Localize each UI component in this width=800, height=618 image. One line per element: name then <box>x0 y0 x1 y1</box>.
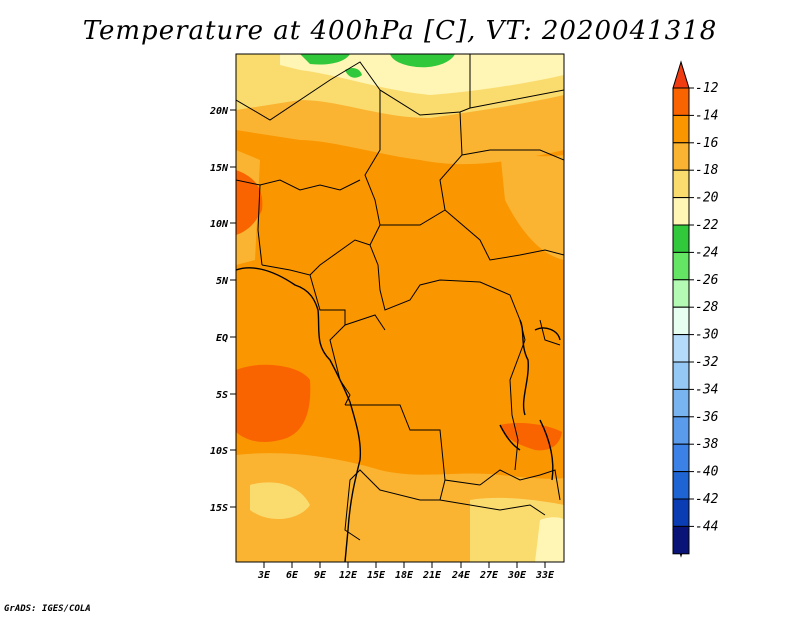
lat-label-eq: EQ <box>216 333 228 344</box>
colorbar-label: -24 <box>695 245 718 260</box>
colorbar-label: -14 <box>695 108 718 123</box>
colorbar-swatch <box>672 224 690 253</box>
lon-label-27e: 27E <box>479 570 499 581</box>
lon-label-12e: 12E <box>339 570 358 581</box>
colorbar-swatch <box>672 169 690 199</box>
colorbar-label: -40 <box>695 465 719 480</box>
colorbar-label: -22 <box>695 218 719 233</box>
lon-label-9e: 9E <box>314 570 327 581</box>
lat-label-15s: 15S <box>210 503 228 514</box>
lon-label-30e: 30E <box>507 570 527 581</box>
colorbar-swatch <box>672 142 690 171</box>
colorbar-top-arrow <box>672 60 690 89</box>
colorbar-swatch <box>672 279 690 308</box>
lat-label-10s: 10S <box>210 446 228 457</box>
colorbar-swatch <box>672 498 690 527</box>
colorbar-swatch <box>672 306 690 336</box>
colorbar-swatch <box>672 114 690 144</box>
colorbar-swatch <box>672 416 690 445</box>
colorbar-swatch <box>672 361 690 390</box>
lon-label-21e: 21E <box>422 570 442 581</box>
map-title: Temperature at 400hPa [C], VT: 202004131… <box>82 16 718 46</box>
lon-label-18e: 18E <box>395 570 414 581</box>
colorbar-label: -42 <box>695 492 719 507</box>
colorbar-swatch <box>672 197 690 226</box>
lon-label-15e: 15E <box>367 570 386 581</box>
colorbar-label: -44 <box>695 519 718 534</box>
lat-label-5n: 5N <box>216 276 229 287</box>
colorbar-label: -30 <box>695 328 719 343</box>
credit-text: GrADS: IGES/COLA <box>4 604 91 614</box>
colorbar: -12 -14 -16 -18 -20 -22 -24 -26 -28 -30 -32 -34 -36 -… <box>672 60 719 558</box>
colorbar-swatch <box>672 471 690 500</box>
lat-label-15n: 15N <box>210 163 229 174</box>
colorbar-label: -12 <box>695 81 719 96</box>
lat-label-5s: 5S <box>216 390 228 401</box>
colorbar-label: -28 <box>695 300 719 315</box>
longitude-axis: 3E 6E 9E 12E 15E 18E 21E 24E 27E 30E 33E <box>257 562 555 581</box>
colorbar-swatch <box>672 87 690 116</box>
colorbar-swatch <box>672 443 690 473</box>
latitude-axis: 20N 15N 10N 5N EQ 5S 10S 15S <box>209 106 236 514</box>
coastlines <box>236 267 561 562</box>
colorbar-label: -32 <box>695 355 719 370</box>
colorbar-label: -34 <box>695 382 718 397</box>
lon-label-33e: 33E <box>535 570 555 581</box>
lat-label-10n: 10N <box>210 219 229 230</box>
map-frame <box>235 53 565 563</box>
temperature-field <box>236 54 564 562</box>
colorbar-swatch <box>672 251 690 281</box>
lat-label-20n: 20N <box>209 106 229 117</box>
country-borders <box>236 54 564 541</box>
lon-label-3e: 3E <box>257 570 271 581</box>
colorbar-swatch <box>672 334 690 363</box>
colorbar-swatch <box>672 388 690 418</box>
colorbar-label: -38 <box>695 437 719 452</box>
colorbar-swatch <box>672 525 690 555</box>
lon-label-24e: 24E <box>451 570 471 581</box>
lon-label-6e: 6E <box>286 570 299 581</box>
colorbar-label: -26 <box>695 273 719 288</box>
colorbar-label: -18 <box>695 163 719 178</box>
colorbar-label: -36 <box>695 410 719 425</box>
colorbar-label: -16 <box>695 136 719 151</box>
colorbar-label: -20 <box>695 191 719 206</box>
